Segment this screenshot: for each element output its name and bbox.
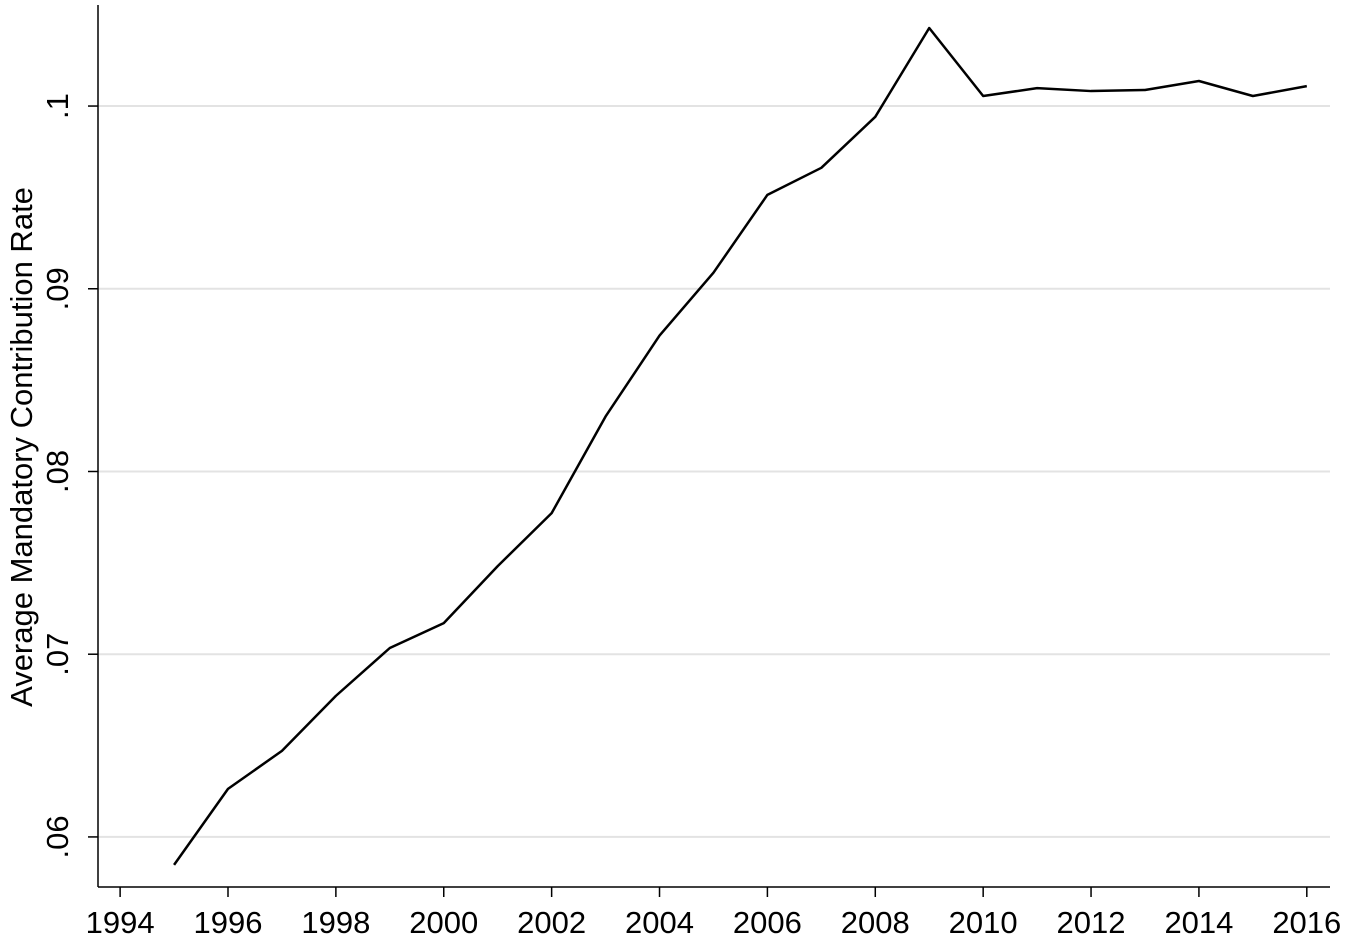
x-tick-label: 2004: [625, 905, 694, 940]
y-tick-label: .06: [40, 815, 75, 858]
y-tick-label: .07: [40, 633, 75, 676]
data-line: [173, 26, 1308, 866]
x-tick-label: 2010: [949, 905, 1018, 940]
x-tick-label: 2000: [409, 905, 478, 940]
y-axis-title: Average Mandatory Contribution Rate: [4, 187, 39, 707]
x-tick-label: 2014: [1164, 905, 1233, 940]
y-tick-label: .1: [40, 93, 75, 119]
x-tick-label: 1994: [86, 905, 155, 940]
y-tick-label: .08: [40, 450, 75, 493]
x-tick-label: 1996: [194, 905, 263, 940]
x-tick-label: 2008: [841, 905, 910, 940]
x-tick-label: 2006: [733, 905, 802, 940]
x-tick-label: 2012: [1057, 905, 1126, 940]
y-tick-label: .09: [40, 267, 75, 310]
x-tick-label: 1998: [301, 905, 370, 940]
x-tick-label: 2002: [517, 905, 586, 940]
x-tick-label: 2016: [1272, 905, 1341, 940]
